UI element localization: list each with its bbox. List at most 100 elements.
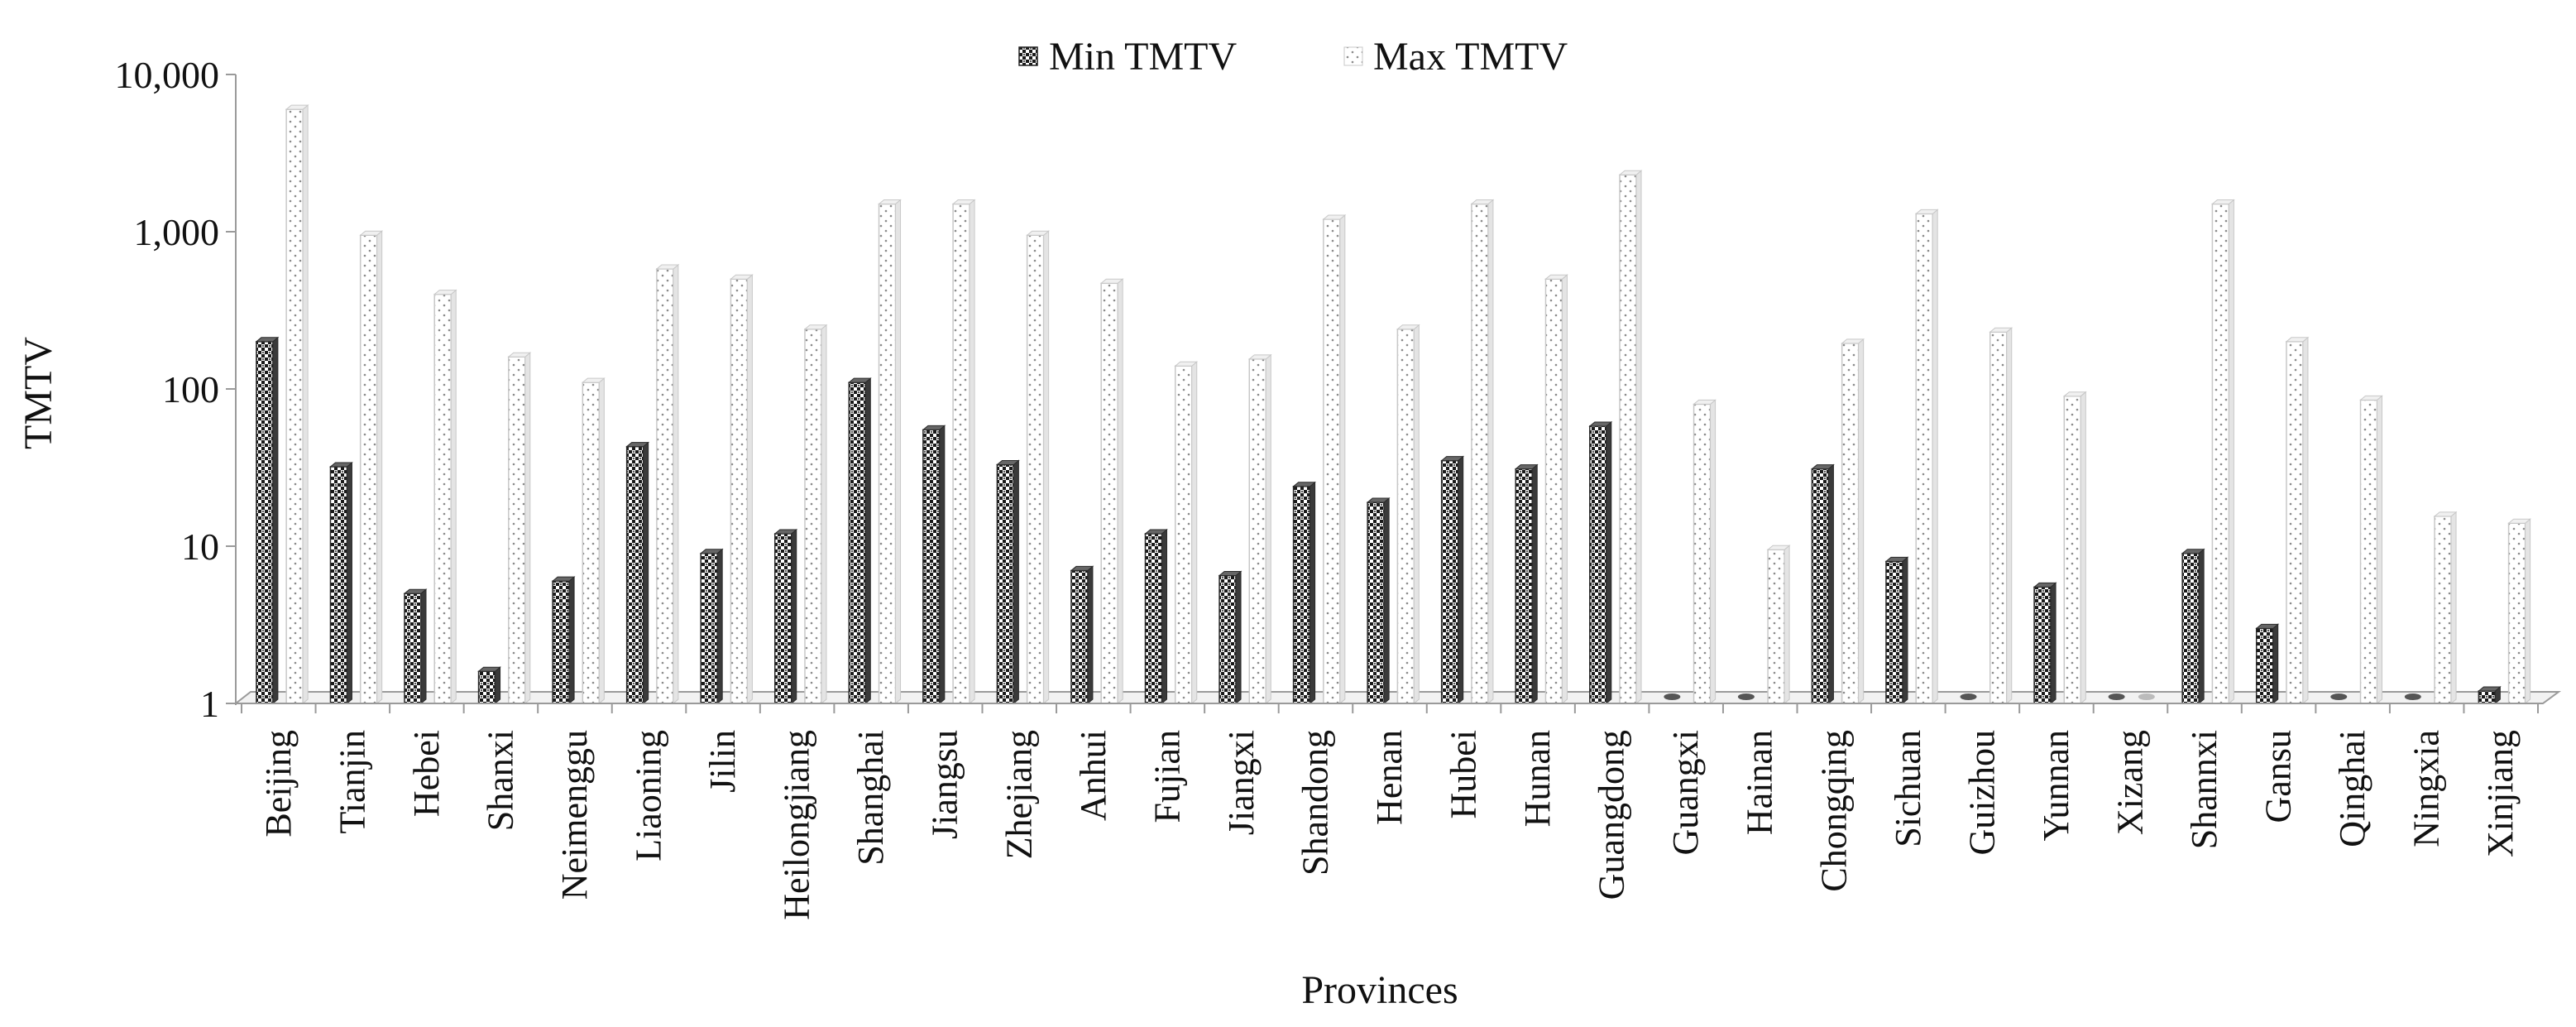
bar-max-tmtv-gansu (2285, 336, 2310, 705)
bar-max-tmtv-qinghai (2359, 395, 2383, 705)
x-tick-label-qinghai: Qinghai (2332, 730, 2373, 847)
bar-max-tmtv-shannxi (2211, 199, 2235, 705)
bar-max-tmtv-liaoning (655, 263, 680, 705)
y-tick-label-1-000: 1,000 (134, 211, 220, 253)
bar-max-tmtv-fujian (1174, 361, 1199, 705)
legend: Min TMTV Max TMTV (1018, 35, 1568, 79)
bar-max-tmtv-henan (1396, 324, 1420, 705)
bar-max-tmtv-tianjin (359, 230, 384, 705)
x-tick-label-hunan: Hunan (1517, 730, 1558, 827)
x-axis-title: Provinces (1301, 968, 1458, 1012)
bar-min-tmtv-qinghai (2330, 693, 2348, 700)
bar-min-tmtv-shandong (1292, 481, 1316, 705)
bar-max-tmtv-beijing (285, 104, 309, 705)
x-tick-label-tianjin: Tianjin (332, 730, 372, 834)
x-tick-label-xinjiang: Xinjiang (2480, 730, 2521, 857)
x-tick-label-sichuan: Sichuan (1888, 730, 1928, 847)
x-tick-label-henan: Henan (1369, 730, 1410, 825)
bar-max-tmtv-guizhou (1989, 327, 2013, 705)
y-tick-label-10-000: 10,000 (115, 54, 220, 96)
bar-min-tmtv-hainan (1737, 693, 1755, 700)
bar-max-tmtv-sichuan (1914, 209, 1939, 705)
bar-min-tmtv-heilongjiang (773, 528, 798, 705)
bar-max-tmtv-yunnan (2062, 391, 2087, 705)
bar-max-tmtv-hebei (433, 289, 457, 705)
x-tick-label-hainan: Hainan (1740, 730, 1780, 835)
bar-max-tmtv-hunan (1544, 274, 1568, 705)
legend-label-max-tmtv: Max TMTV (1373, 35, 1568, 79)
bar-min-tmtv-tianjin (329, 461, 353, 705)
x-tick-label-heilongjiang: Heilongjiang (777, 730, 817, 920)
bar-min-tmtv-jilin (699, 548, 724, 705)
x-tick-label-gansu: Gansu (2258, 730, 2299, 823)
x-tick-label-hubei: Hubei (1444, 730, 1484, 819)
x-tick-label-beijing: Beijing (258, 730, 299, 837)
bar-min-tmtv-beijing (255, 336, 280, 705)
y-tick-label-10: 10 (181, 525, 219, 568)
bar-max-tmtv-neimenggu (581, 377, 606, 705)
bar-min-tmtv-liaoning (625, 441, 650, 705)
bar-min-tmtv-shanghai (847, 377, 872, 705)
x-tick-label-hebei: Hebei (406, 730, 447, 817)
bar-max-tmtv-jiangsu (951, 199, 976, 705)
y-tick-label-1: 1 (200, 683, 219, 725)
x-tick-label-jiangsu: Jiangsu (925, 730, 965, 839)
bar-max-tmtv-shanxi (507, 352, 532, 705)
x-tick-label-chongqing: Chongqing (1813, 730, 1854, 892)
bar-min-tmtv-xizang (2108, 693, 2125, 700)
y-axis-ticks: 1 10 100 1,000 10,000 (115, 54, 236, 725)
bar-min-tmtv-zhejiang (996, 459, 1020, 705)
x-tick-label-guangdong: Guangdong (1592, 730, 1632, 900)
bar-max-tmtv-xinjiang (2507, 518, 2531, 705)
bar-max-tmtv-jilin (730, 274, 754, 705)
x-tick-label-yunnan: Yunnan (2036, 730, 2076, 841)
bar-min-tmtv-jiangxi (1218, 570, 1243, 705)
x-axis-ticks: Beijing Tianjin Hebei Shanxi Neimenggu Liaoni… (241, 703, 2539, 920)
bar-max-tmtv-zhejiang (1026, 230, 1051, 705)
x-tick-label-fujian: Fujian (1147, 730, 1187, 823)
x-tick-label-shannxi: Shannxi (2184, 730, 2224, 849)
x-tick-label-jilin: Jilin (702, 730, 743, 793)
bar-min-tmtv-guangxi (1664, 693, 1681, 700)
bar-min-tmtv-shanxi (477, 666, 501, 705)
bar-max-tmtv-hainan (1766, 545, 1791, 705)
bar-min-tmtv-ningxia (2404, 693, 2421, 700)
bar-max-tmtv-shandong (1322, 214, 1347, 705)
bar-min-tmtv-fujian (1144, 528, 1168, 705)
bar-min-tmtv-guangdong (1588, 420, 1613, 705)
x-tick-label-neimenggu: Neimenggu (554, 730, 595, 900)
legend-swatch-max-tmtv (1343, 46, 1363, 66)
bar-min-tmtv-jiangsu (922, 425, 946, 705)
bar-max-tmtv-guangdong (1618, 170, 1643, 705)
x-tick-label-shanxi: Shanxi (480, 730, 520, 831)
bar-min-tmtv-gansu (2255, 623, 2280, 705)
x-tick-label-anhui: Anhui (1073, 730, 1113, 821)
x-tick-label-jiangxi: Jiangxi (1221, 730, 1262, 835)
bar-min-tmtv-shannxi (2181, 548, 2205, 705)
bar-min-tmtv-xinjiang (2477, 685, 2502, 705)
bar-min-tmtv-sichuan (1884, 556, 1909, 705)
x-tick-label-ningxia: Ningxia (2406, 730, 2447, 847)
x-tick-label-guangxi: Guangxi (1665, 730, 1706, 856)
bar-max-tmtv-ningxia (2433, 511, 2458, 705)
legend-label-min-tmtv: Min TMTV (1049, 35, 1237, 79)
bar-max-tmtv-chongqing (1841, 338, 1865, 705)
x-tick-label-zhejiang: Zhejiang (998, 730, 1039, 859)
bar-min-tmtv-guizhou (1960, 693, 1977, 700)
bar-min-tmtv-hubei (1440, 455, 1465, 705)
legend-swatch-min-tmtv (1018, 46, 1038, 66)
bar-max-tmtv-heilongjiang (803, 324, 828, 705)
bar-max-tmtv-shanghai (878, 199, 902, 705)
bar-min-tmtv-neimenggu (551, 576, 576, 705)
x-tick-label-guizhou: Guizhou (1961, 730, 2002, 856)
y-axis-title: TMTV (17, 337, 60, 449)
bar-max-tmtv-xizang (2138, 693, 2155, 700)
bar-min-tmtv-hebei (403, 588, 428, 705)
bar-max-tmtv-hubei (1470, 199, 1495, 705)
bar-min-tmtv-yunnan (2033, 582, 2057, 705)
x-tick-label-liaoning: Liaoning (629, 730, 669, 861)
bar-max-tmtv-anhui (1099, 278, 1124, 705)
bar-min-tmtv-hunan (1514, 463, 1539, 705)
